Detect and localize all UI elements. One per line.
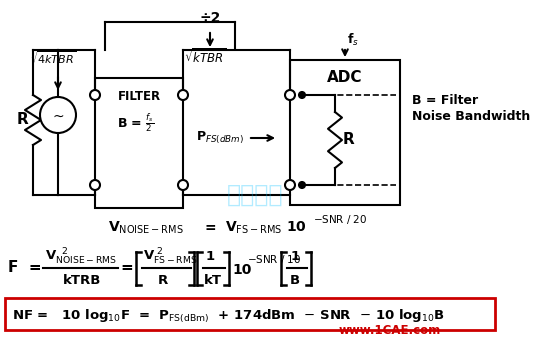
Text: B = Filter: B = Filter <box>412 94 478 106</box>
Text: B = $\frac{f_s}{2}$: B = $\frac{f_s}{2}$ <box>118 112 155 134</box>
Circle shape <box>285 90 295 100</box>
Text: 10: 10 <box>232 263 252 277</box>
Text: R: R <box>343 132 355 147</box>
Bar <box>5 298 495 330</box>
Text: R: R <box>158 273 168 286</box>
Text: V$_{\rm FS-RMS}$ 10: V$_{\rm FS-RMS}$ 10 <box>225 220 307 236</box>
Circle shape <box>90 180 100 190</box>
Text: 仿真在线: 仿真在线 <box>227 183 283 207</box>
Text: $\sqrt{4kTBR}$: $\sqrt{4kTBR}$ <box>30 50 76 66</box>
Text: kT: kT <box>204 273 222 286</box>
Bar <box>95 78 183 208</box>
Text: V$_{\rm FS-RMS}^{\ 2}$: V$_{\rm FS-RMS}^{\ 2}$ <box>143 247 198 267</box>
Circle shape <box>90 90 100 100</box>
Text: 1: 1 <box>291 250 300 263</box>
Text: $\sqrt{kTBR}$: $\sqrt{kTBR}$ <box>184 48 226 67</box>
Text: ÷2: ÷2 <box>199 11 220 25</box>
Text: F  =: F = <box>8 260 42 275</box>
Text: ADC: ADC <box>327 71 363 85</box>
Text: =: = <box>204 221 216 235</box>
Text: P$_{FS(dBm)}$: P$_{FS(dBm)}$ <box>196 130 244 146</box>
Circle shape <box>178 180 188 190</box>
Text: www.1CAE.com: www.1CAE.com <box>339 323 441 336</box>
Text: =: = <box>120 260 133 275</box>
Circle shape <box>299 182 305 188</box>
Circle shape <box>299 92 305 98</box>
Text: $-$SNR / 10: $-$SNR / 10 <box>247 252 301 265</box>
Text: NF =   10 log$_{10}$F  =  P$_{\rm FS(dBm)}$  + 174dBm  $-$ SNR  $-$ 10 log$_{10}: NF = 10 log$_{10}$F = P$_{\rm FS(dBm)}$ … <box>12 307 445 324</box>
Text: ~: ~ <box>52 110 64 124</box>
Text: FILTER: FILTER <box>118 90 161 103</box>
Text: V$_{\rm NOISE-RMS}^{\ \ 2}$: V$_{\rm NOISE-RMS}^{\ \ 2}$ <box>45 247 117 267</box>
Text: 1: 1 <box>206 250 215 263</box>
Text: f$_s$: f$_s$ <box>347 32 359 48</box>
Text: B: B <box>290 273 300 286</box>
Circle shape <box>178 90 188 100</box>
Bar <box>290 60 400 205</box>
Text: Noise Bandwidth: Noise Bandwidth <box>412 109 530 122</box>
Text: V$_{\rm NOISE-RMS}$: V$_{\rm NOISE-RMS}$ <box>108 220 184 236</box>
Text: $-$SNR / 20: $-$SNR / 20 <box>313 213 368 225</box>
Text: kTRB: kTRB <box>63 273 101 286</box>
Circle shape <box>285 180 295 190</box>
Text: R: R <box>17 113 29 128</box>
Circle shape <box>40 97 76 133</box>
